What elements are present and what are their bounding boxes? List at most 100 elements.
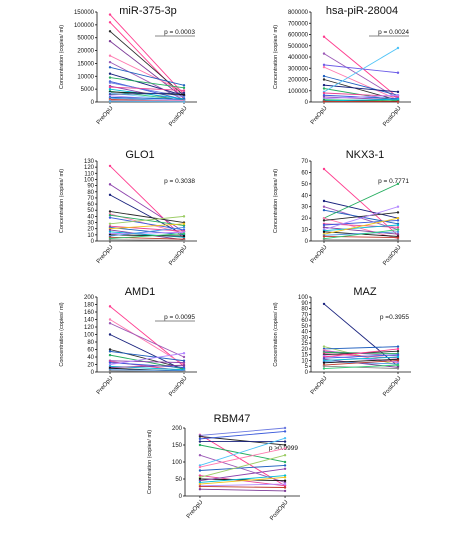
y-tick-label: 500000 bbox=[288, 44, 309, 50]
y-tick-label: 110 bbox=[84, 171, 94, 177]
x-tick-label: PreOpU bbox=[186, 499, 205, 519]
data-point bbox=[396, 216, 400, 220]
y-tick-label: 160 bbox=[84, 310, 95, 316]
data-point bbox=[108, 216, 112, 219]
paired-line bbox=[109, 86, 185, 91]
data-point bbox=[198, 476, 202, 479]
data-point bbox=[322, 230, 326, 234]
data-point bbox=[283, 454, 287, 457]
data-point bbox=[283, 467, 287, 470]
y-tick-label: 60 bbox=[87, 202, 94, 208]
paired-line bbox=[323, 231, 399, 236]
y-tick-label: 10 bbox=[301, 358, 308, 364]
data-point bbox=[182, 215, 186, 218]
y-tick-label: 100 bbox=[84, 333, 95, 339]
y-tick-label: 80 bbox=[87, 340, 94, 346]
paired-line bbox=[109, 352, 185, 365]
data-point bbox=[396, 347, 400, 351]
data-point bbox=[198, 477, 202, 481]
data-point bbox=[182, 91, 186, 95]
paired-line bbox=[323, 235, 399, 239]
paired-line bbox=[323, 346, 399, 350]
data-point bbox=[396, 100, 400, 103]
x-tick-label: PostOpU bbox=[382, 244, 402, 267]
paired-line bbox=[323, 98, 399, 102]
y-tick-label: 200 bbox=[172, 426, 183, 432]
data-point bbox=[396, 182, 400, 186]
paired-line bbox=[199, 478, 286, 482]
y-tick-label: 10 bbox=[301, 228, 308, 234]
y-tick-label: 15 bbox=[301, 353, 308, 359]
paired-line bbox=[323, 79, 399, 101]
panel-title: MAZ bbox=[353, 286, 377, 298]
paired-line bbox=[323, 364, 399, 369]
paired-line bbox=[323, 47, 399, 93]
paired-line bbox=[109, 231, 185, 235]
y-tick-label: 30 bbox=[87, 221, 94, 227]
y-axis-label: Concentration (copies/ ml) bbox=[59, 169, 65, 233]
data-point bbox=[322, 223, 326, 227]
paired-line bbox=[199, 427, 286, 436]
y-tick-label: 0 bbox=[91, 239, 95, 245]
data-point bbox=[182, 355, 186, 359]
data-point bbox=[108, 183, 112, 186]
paired-line bbox=[109, 319, 185, 365]
data-point bbox=[396, 90, 400, 94]
data-point bbox=[198, 481, 202, 484]
paired-line bbox=[323, 224, 399, 232]
paired-line bbox=[323, 64, 399, 74]
paired-line bbox=[109, 215, 185, 225]
data-point bbox=[396, 226, 400, 229]
data-point bbox=[322, 167, 326, 171]
data-point bbox=[396, 71, 400, 74]
data-point bbox=[322, 208, 326, 212]
data-point bbox=[198, 443, 202, 447]
panel-title: NKX3-1 bbox=[346, 149, 385, 161]
paired-line bbox=[109, 350, 185, 362]
data-point bbox=[198, 474, 202, 477]
paired-line bbox=[109, 66, 185, 86]
y-tick-label: 800000 bbox=[288, 10, 309, 16]
data-point bbox=[283, 440, 287, 443]
data-point bbox=[396, 219, 400, 222]
data-point bbox=[396, 205, 400, 208]
data-point bbox=[322, 100, 326, 103]
paired-line bbox=[323, 303, 399, 367]
data-point bbox=[322, 35, 326, 38]
paired-line bbox=[323, 365, 399, 369]
data-point bbox=[396, 232, 400, 236]
y-tick-label: 20 bbox=[87, 363, 94, 369]
paired-line bbox=[323, 75, 399, 96]
paired-line bbox=[109, 227, 185, 236]
paired-line bbox=[199, 437, 286, 466]
y-tick-label: 90 bbox=[87, 184, 94, 190]
data-point bbox=[322, 216, 326, 220]
data-point bbox=[182, 352, 186, 355]
data-point bbox=[198, 435, 202, 438]
paired-line bbox=[323, 348, 399, 358]
data-point bbox=[182, 89, 186, 92]
x-tick-label: PostOpU bbox=[168, 105, 188, 128]
y-tick-label: 80 bbox=[87, 190, 94, 196]
data-point bbox=[198, 485, 202, 488]
data-point bbox=[108, 87, 112, 91]
data-point bbox=[396, 359, 400, 362]
y-tick-label: 20000 bbox=[77, 49, 94, 55]
paired-line bbox=[109, 364, 185, 368]
data-point bbox=[108, 333, 112, 336]
paired-line bbox=[199, 464, 286, 471]
paired-line bbox=[109, 334, 185, 371]
data-point bbox=[322, 91, 326, 95]
data-point bbox=[396, 230, 400, 234]
paired-line bbox=[323, 168, 399, 236]
data-point bbox=[108, 369, 112, 373]
data-point bbox=[283, 479, 287, 482]
data-point bbox=[198, 488, 202, 491]
y-axis-label: Concentration (copies/ ml) bbox=[273, 169, 279, 233]
y-tick-label: 40 bbox=[87, 214, 94, 220]
paired-line bbox=[109, 96, 185, 100]
y-tick-label: 50 bbox=[301, 324, 308, 330]
data-point bbox=[283, 489, 287, 493]
x-tick-label: PreOpU bbox=[310, 105, 329, 125]
